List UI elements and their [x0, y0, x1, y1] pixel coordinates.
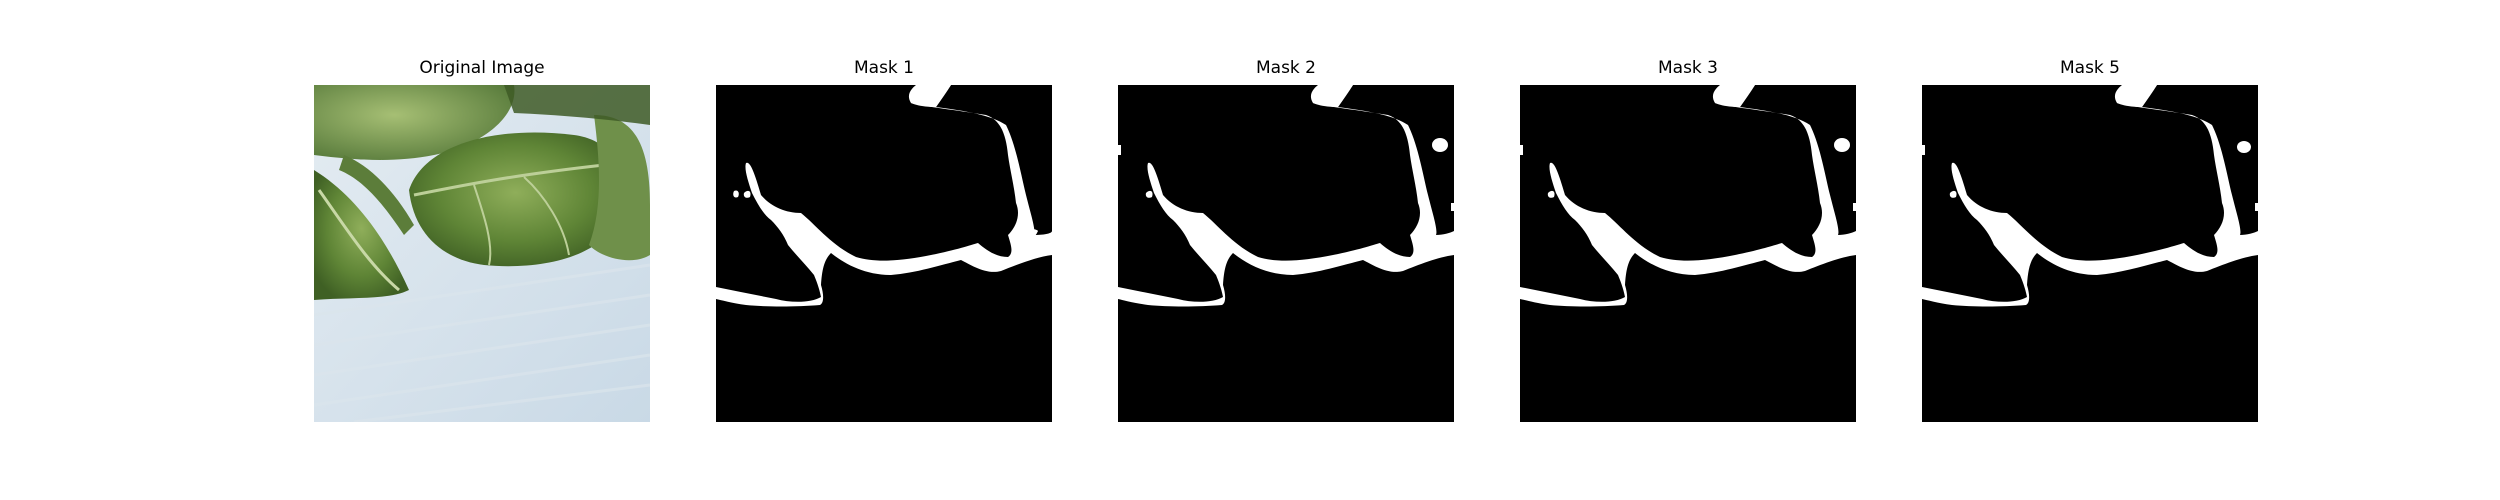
mask-2-image [1118, 85, 1454, 422]
mask-3-title: Mask 3 [1520, 58, 1856, 78]
mask-5-image [1922, 85, 2258, 422]
mask-2-panel: Mask 2 [1118, 85, 1454, 422]
mask-5-title: Mask 5 [1922, 58, 2258, 78]
mask-1-image [716, 85, 1052, 422]
original-image [314, 85, 650, 422]
mask-5-panel: Mask 5 [1922, 85, 2258, 422]
mask-1-panel: Mask 1 [716, 85, 1052, 422]
original-image-panel: Original Image [314, 85, 650, 422]
mask-2-title: Mask 2 [1118, 58, 1454, 78]
mask-3-panel: Mask 3 [1520, 85, 1856, 422]
mask-1-title: Mask 1 [716, 58, 1052, 78]
original-image-title: Original Image [314, 58, 650, 78]
mask-3-image [1520, 85, 1856, 422]
